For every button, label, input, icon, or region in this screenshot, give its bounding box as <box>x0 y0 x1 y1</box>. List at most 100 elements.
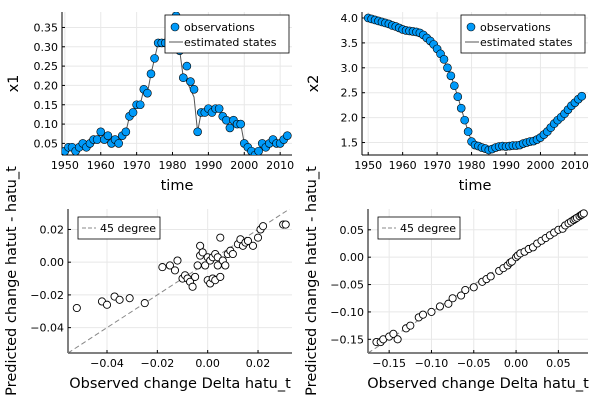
y-tick-label: −0.05 <box>330 279 364 292</box>
x-axis-label: Observed change Delta hatu_t <box>367 376 589 392</box>
data-point <box>579 209 588 218</box>
observation-point <box>254 146 263 155</box>
data-point <box>448 294 457 303</box>
data-point <box>125 294 134 303</box>
observation-point <box>460 115 469 125</box>
x-tick-label: 0.05 <box>546 357 571 370</box>
y-tick-label: 0.05 <box>340 224 365 237</box>
y-tick-label: 0.10 <box>34 118 59 131</box>
legend-box <box>460 14 586 54</box>
observation-point <box>150 54 159 63</box>
data-point <box>170 266 180 275</box>
chart-panel-2: 1950 1960 1970 1980 1990 2000 2010 1.5 2.0 2.5 3.0… <box>306 12 589 194</box>
observation-point <box>186 77 195 86</box>
observation-point <box>463 127 473 136</box>
data-point <box>253 233 263 242</box>
data-point <box>259 222 268 231</box>
observation-point <box>135 100 145 110</box>
observation-point <box>114 139 123 148</box>
data-point <box>427 307 436 316</box>
legend-estimated-states-label: estimated states <box>480 36 573 49</box>
y-axis-label: Predicted change hatut - hatu_t <box>4 166 20 396</box>
data-point <box>406 321 415 330</box>
y-tick-label: 0.00 <box>340 251 365 264</box>
legend: 45 degree <box>77 216 161 240</box>
data-point <box>469 283 478 292</box>
y-tick-label: 2.5 <box>341 87 359 100</box>
observation-point <box>222 115 231 125</box>
chart-panel-4: −0.15 −0.10 −0.05 0.00 0.05 −0.15 −0.10 −0.05 0.… <box>304 166 589 396</box>
y-axis-label: x2 <box>306 75 322 93</box>
data-point <box>173 256 182 265</box>
observation-point <box>236 119 245 129</box>
x-axis-label: time <box>459 178 492 194</box>
x-axis-label: time <box>161 178 194 194</box>
x-tick-label: 1990 <box>194 159 222 172</box>
data-point <box>418 310 428 319</box>
x-tick-label: 1960 <box>87 159 115 172</box>
y-tick-label: 0.30 <box>34 41 59 54</box>
y-tick-label: 4.0 <box>341 12 359 25</box>
observation-point <box>577 91 587 101</box>
data-point <box>188 282 197 291</box>
chart-panel-1: 1950 1960 1970 1980 1990 2000 2010 0.05 0.10 0.15… <box>6 12 294 194</box>
data-point <box>216 272 225 281</box>
x-tick-label: −0.05 <box>457 357 491 370</box>
data-point <box>243 236 253 245</box>
x-tick-label: 1950 <box>51 159 79 172</box>
y-tick-label: 0.00 <box>40 256 65 269</box>
data-point <box>193 261 202 270</box>
observation-point <box>453 92 463 102</box>
y-tick-label: 1.5 <box>341 137 359 150</box>
data-point <box>198 248 207 257</box>
observation-point <box>450 81 459 91</box>
x-tick-label: −0.04 <box>90 357 124 370</box>
y-tick-label: 0.15 <box>34 99 59 112</box>
y-tick-label: 2.0 <box>341 112 359 125</box>
x-tick-label: 1980 <box>159 159 187 172</box>
data-point <box>221 261 230 270</box>
reference-45-degree-line <box>68 209 290 353</box>
observation-point <box>443 63 452 73</box>
observation-point <box>143 88 152 98</box>
x-axis-label: Observed change Delta hatu_t <box>69 376 291 392</box>
data-point <box>435 302 444 311</box>
observation-point <box>178 73 188 83</box>
x-tick-label: 0.00 <box>504 357 529 370</box>
x-tick-label: 2000 <box>230 159 258 172</box>
y-tick-label: 3.0 <box>341 62 359 75</box>
data-point <box>165 261 174 270</box>
data-point <box>201 261 210 270</box>
x-tick-label: 1970 <box>123 159 151 172</box>
observation-point <box>214 104 224 113</box>
x-tick-label: 2010 <box>266 159 294 172</box>
y-axis-label: x1 <box>6 75 22 93</box>
legend-45-degree-label: 45 degree <box>400 222 456 235</box>
observation-point <box>146 69 156 79</box>
observation-point <box>121 127 131 137</box>
y-tick-label: 0.20 <box>34 79 59 92</box>
legend: 45 degree <box>377 216 461 240</box>
observation-point <box>128 108 138 117</box>
data-point <box>248 241 258 250</box>
y-tick-label: 0.05 <box>34 137 59 150</box>
data-point <box>281 220 290 229</box>
observation-point <box>96 127 106 137</box>
y-tick-label: −0.02 <box>30 289 64 302</box>
data-point <box>191 272 200 281</box>
legend-estimated-states-label: estimated states <box>184 36 277 49</box>
observation-point <box>182 61 192 71</box>
x-tick-label: −0.15 <box>372 357 406 370</box>
legend-observations-marker <box>466 22 476 32</box>
legend: observations estimated states <box>460 14 586 54</box>
y-tick-label: 0.35 <box>34 21 59 34</box>
legend: observations estimated states <box>164 14 290 54</box>
chart-panel-3: −0.04 −0.02 0.00 0.02 −0.04 −0.02 0.00 0.02 Obse… <box>4 166 292 396</box>
data-point <box>457 291 466 300</box>
y-tick-label: −0.15 <box>330 333 364 346</box>
observation-point <box>456 103 466 113</box>
legend-box <box>164 14 290 54</box>
observation-point <box>103 131 113 140</box>
observation-point <box>439 55 449 64</box>
